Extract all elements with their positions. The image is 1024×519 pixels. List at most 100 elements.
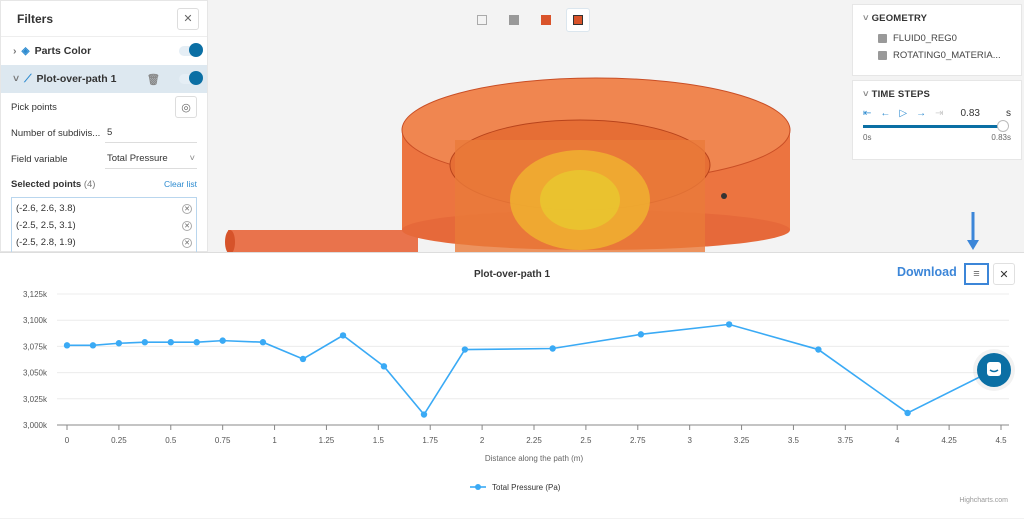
y-tick-label: 3,000k xyxy=(23,421,48,430)
data-point xyxy=(193,339,200,346)
geometry-panel: ˅ GEOMETRY FLUID0_REG0 ROTATING0_MATERIA… xyxy=(852,4,1022,76)
x-tick-label: 4 xyxy=(895,436,900,445)
remove-point-icon[interactable]: ✕ xyxy=(182,237,192,248)
data-point xyxy=(141,339,149,346)
point-item: (-2.5, 2.5, 3.1) ✕ xyxy=(16,217,192,234)
data-point xyxy=(725,321,733,328)
close-filters-button[interactable]: ✕ xyxy=(177,7,199,30)
data-point xyxy=(815,346,822,353)
x-tick-label: 0.75 xyxy=(215,436,231,445)
geometry-item[interactable]: ROTATING0_MATERIA... xyxy=(853,47,1021,64)
time-value-input[interactable]: 0.83 xyxy=(960,108,980,119)
arrow-down-icon xyxy=(967,212,979,250)
chart-menu-button[interactable]: ≡ xyxy=(964,263,989,285)
filter-label: Parts Color xyxy=(34,45,92,57)
geometry-header[interactable]: ˅ GEOMETRY xyxy=(853,5,1021,30)
chart-title: Plot-over-path 1 xyxy=(473,269,551,280)
remove-point-icon[interactable]: ✕ xyxy=(182,220,192,231)
subdivisions-input[interactable]: 5 xyxy=(105,123,197,143)
x-tick-label: 0 xyxy=(65,436,70,445)
chevron-right-icon: › xyxy=(13,45,17,57)
series-line xyxy=(67,323,996,416)
chat-icon xyxy=(987,362,1001,376)
close-chart-button[interactable]: ✕ xyxy=(993,263,1015,285)
x-axis-title: Distance along the path (m) xyxy=(485,454,584,463)
cube-edges-icon xyxy=(573,15,583,25)
highcharts-credit[interactable]: Highcharts.com xyxy=(959,497,1008,504)
data-point xyxy=(904,409,911,417)
x-tick-label: 3.5 xyxy=(788,436,800,445)
x-tick-label: 4.5 xyxy=(995,436,1007,445)
time-steps-header[interactable]: ˅ TIME STEPS xyxy=(853,81,1021,106)
point-coords: (-2.6, 2.6, 3.8) xyxy=(16,203,76,214)
geometry-item-label: FLUID0_REG0 xyxy=(893,33,957,44)
filters-title: Filters xyxy=(17,11,54,26)
x-tick-label: 0.25 xyxy=(111,436,127,445)
trash-icon[interactable]: 🗑 xyxy=(146,73,160,86)
y-tick-label: 3,100k xyxy=(23,316,48,325)
time-slider[interactable] xyxy=(863,120,1009,132)
visibility-toggle[interactable] xyxy=(179,71,203,85)
filter-item-plot-over-path[interactable]: ˅ ⟋ Plot-over-path 1 🗑 xyxy=(1,65,207,93)
x-tick-label: 1.5 xyxy=(373,436,385,445)
play-icon[interactable]: ▷ xyxy=(899,108,908,119)
selected-points-label: Selected points xyxy=(11,178,82,190)
time-unit: s xyxy=(1006,108,1011,119)
selected-points-count: (4) xyxy=(83,178,96,190)
geometry-title: GEOMETRY xyxy=(871,13,928,24)
geometry-item-label: ROTATING0_MATERIA... xyxy=(893,50,1001,61)
data-point xyxy=(63,342,71,349)
data-point xyxy=(380,363,388,370)
download-label[interactable]: Download xyxy=(897,265,957,279)
filter-label: Plot-over-path 1 xyxy=(36,73,117,85)
surface-view-button[interactable] xyxy=(534,8,558,32)
line-chart-icon: ⟋ xyxy=(24,72,32,85)
field-variable-select[interactable]: Total Pressure ˅ xyxy=(105,149,197,169)
first-step-icon[interactable]: ⇤ xyxy=(863,108,872,119)
x-tick-label: 2 xyxy=(480,436,485,445)
line-chart: 3,000k 3,025k 3,050k 3,075k 3,100k 3,125k 0 0.2… xyxy=(23,290,1009,492)
legend-marker xyxy=(475,484,481,490)
cube-colored-icon xyxy=(541,15,551,25)
visibility-toggle[interactable] xyxy=(179,43,203,57)
x-tick-label: 3 xyxy=(687,436,692,445)
solid-view-button[interactable] xyxy=(502,8,526,32)
wireframe-view-button[interactable] xyxy=(470,8,494,32)
data-point xyxy=(219,337,226,344)
time-min: 0s xyxy=(863,133,872,142)
chart-panel: Plot-over-path 1 Download ≡ ✕ 3,000k 3,02… xyxy=(0,252,1024,518)
data-point xyxy=(89,342,97,349)
y-tick-label: 3,050k xyxy=(23,369,48,378)
x-tick-label: 3.25 xyxy=(734,436,750,445)
data-point xyxy=(461,346,469,353)
remove-point-icon[interactable]: ✕ xyxy=(182,203,192,214)
y-tick-label: 3,075k xyxy=(23,342,48,351)
chevron-down-icon: ˅ xyxy=(13,73,20,85)
geometry-item[interactable]: FLUID0_REG0 xyxy=(853,30,1021,47)
pick-points-button[interactable]: ◎ xyxy=(175,96,197,118)
surface-edges-view-button[interactable] xyxy=(566,8,590,32)
next-step-icon[interactable]: → xyxy=(916,108,927,119)
time-slider-handle[interactable] xyxy=(997,120,1009,132)
last-step-icon[interactable]: ⇥ xyxy=(935,108,944,119)
clear-list-link[interactable]: Clear list xyxy=(163,179,197,189)
x-tick-label: 2.25 xyxy=(526,436,542,445)
view-mode-toolbar xyxy=(470,8,590,32)
data-point xyxy=(637,331,645,338)
data-point xyxy=(339,332,347,339)
point-item: (-2.5, 2.8, 1.9) ✕ xyxy=(16,234,192,251)
3d-model xyxy=(225,77,791,252)
filter-item-parts-color[interactable]: › ◈ Parts Color xyxy=(1,37,207,65)
pick-points-label: Pick points xyxy=(11,101,57,113)
point-coords: (-2.5, 2.8, 1.9) xyxy=(16,237,76,248)
data-point xyxy=(549,345,556,352)
point-item: (-2.6, 2.6, 3.8) ✕ xyxy=(16,200,192,217)
x-tick-label: 3.75 xyxy=(838,436,854,445)
selected-points-list: (-2.6, 2.6, 3.8) ✕ (-2.5, 2.5, 3.1) ✕ (-2.… xyxy=(11,197,197,253)
data-point xyxy=(299,355,307,363)
previous-step-icon[interactable]: ← xyxy=(880,108,891,119)
time-steps-title: TIME STEPS xyxy=(871,89,931,100)
x-tick-label: 4.25 xyxy=(941,436,957,445)
filters-panel: Filters ✕ › ◈ Parts Color ˅ ⟋ Plot-over-path … xyxy=(0,0,208,253)
chat-button[interactable] xyxy=(977,353,1011,387)
